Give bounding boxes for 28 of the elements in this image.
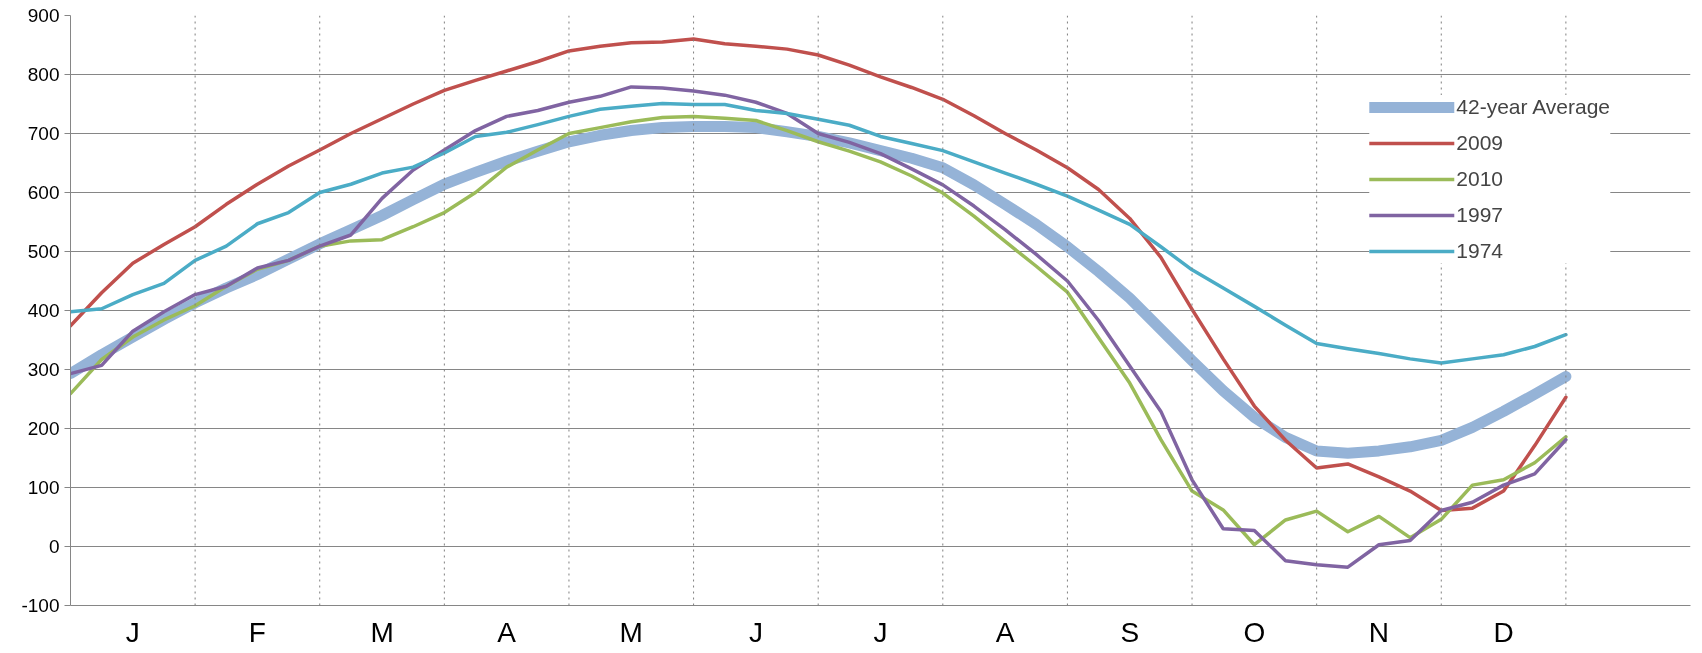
y-tick-label: -100 bbox=[21, 595, 60, 616]
x-tick-label: N bbox=[1368, 616, 1390, 648]
x-tick-label: O bbox=[1243, 616, 1266, 648]
y-tick-label: 800 bbox=[27, 64, 60, 85]
x-tick-label: A bbox=[995, 616, 1015, 648]
legend-label: 2009 bbox=[1456, 131, 1503, 155]
y-tick-label: 0 bbox=[48, 536, 60, 557]
y-tick-label: 900 bbox=[27, 5, 60, 26]
y-tick-label: 700 bbox=[27, 123, 60, 144]
x-tick-label: J bbox=[748, 616, 763, 648]
x-tick-label: A bbox=[497, 616, 517, 648]
y-tick-label: 400 bbox=[27, 300, 60, 321]
x-tick-label: M bbox=[619, 616, 643, 648]
x-tick-label: J bbox=[873, 616, 888, 648]
legend-label: 1974 bbox=[1456, 239, 1503, 263]
x-tick-label: J bbox=[125, 616, 140, 648]
y-tick-label: 600 bbox=[27, 182, 60, 203]
y-tick-label: 100 bbox=[27, 477, 60, 498]
y-tick-label: 500 bbox=[27, 241, 60, 262]
legend-label: 1997 bbox=[1456, 203, 1503, 227]
y-tick-label: 300 bbox=[27, 359, 60, 380]
x-tick-label: M bbox=[370, 616, 394, 648]
x-tick-label: F bbox=[248, 616, 266, 648]
x-tick-label: S bbox=[1120, 616, 1140, 648]
legend-label: 42-year Average bbox=[1456, 95, 1610, 119]
legend-label: 2010 bbox=[1456, 167, 1503, 191]
x-tick-label: D bbox=[1493, 616, 1514, 648]
y-tick-label: 200 bbox=[27, 418, 60, 439]
